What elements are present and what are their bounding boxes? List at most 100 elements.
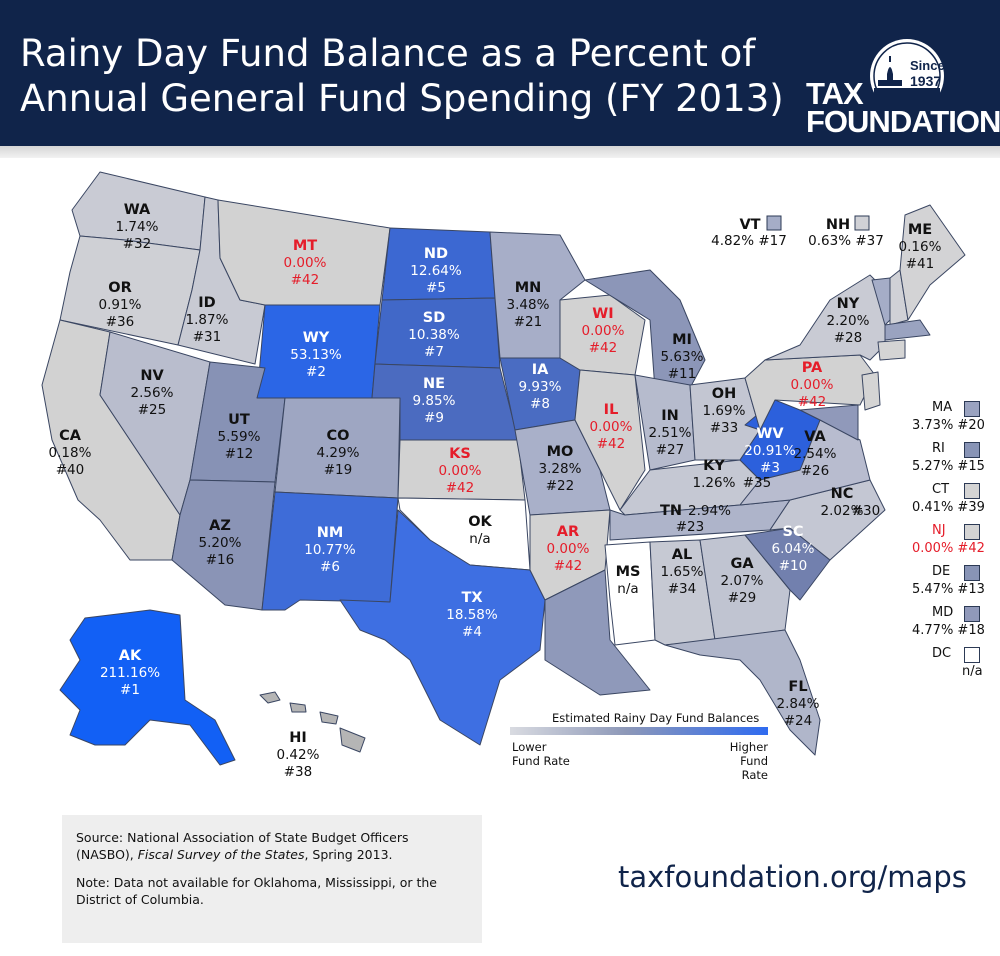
label-WA: WA 1.74% #32 (116, 202, 159, 252)
label-AR: AR 0.00% #42 (547, 524, 590, 574)
legend-high-label: Higher Fund Rate (712, 740, 768, 782)
state-shape-MA[interactable] (884, 319, 931, 341)
state-shape-CT[interactable] (877, 339, 906, 361)
label-ND: ND 12.64% #5 (410, 246, 462, 296)
label-ID: ID 1.87% #31 (186, 295, 229, 345)
label-WY: WY 53.13% #2 (290, 330, 342, 380)
sidebar-value-NJ: 0.00% #42 (912, 541, 985, 556)
source-text: Source: National Association of State Bu… (76, 830, 409, 862)
state-shape-LA[interactable] (544, 569, 651, 696)
label-NH-value: 0.63% #37 (808, 233, 884, 249)
state-shape-GA[interactable] (699, 534, 791, 641)
label-FL: FL 2.84% #24 (777, 679, 820, 729)
state-shape-MD[interactable] (799, 404, 859, 441)
capitol-seal-icon: Since 1937 (870, 39, 945, 114)
label-KS: KS 0.00% #42 (439, 446, 482, 496)
sidebar-abbr-NJ: NJ (932, 523, 946, 538)
logo-text-tax: TAX (806, 76, 864, 111)
label-HI: HI 0.42% #38 (277, 730, 320, 780)
sidebar-abbr-RI: RI (932, 441, 945, 456)
state-shape-AK[interactable] (59, 609, 236, 766)
label-OR: OR 0.91% #36 (99, 280, 142, 330)
sidebar-swatch-RI (964, 442, 980, 458)
sidebar-abbr-CT: CT (932, 482, 950, 497)
sidebar-swatch-CT (964, 483, 980, 499)
label-SC: SC 6.04% #10 (772, 524, 815, 574)
label-CO: CO 4.29% #19 (317, 428, 360, 478)
label-ME: ME 0.16% #41 (899, 222, 942, 272)
label-KY: KY 1.26% (693, 458, 736, 491)
logo-text-foundation: FOUNDATION (806, 104, 1000, 139)
sidebar-swatch-MD (964, 606, 980, 622)
label-IN: IN 2.51% #27 (649, 408, 692, 458)
sidebar-abbr-MD: MD (932, 605, 954, 620)
label-VT-value: 4.82% #17 (711, 233, 787, 249)
state-shape-ME[interactable] (899, 204, 966, 321)
logo-year: 1937 (910, 73, 941, 89)
header-banner: Rainy Day Fund Balance as a Percent of A… (0, 0, 1000, 146)
legend-gradient-bar (510, 727, 768, 735)
label-NH: NH (826, 217, 850, 233)
label-MS: MS n/a (616, 564, 641, 597)
legend-low-line-2: Fund Rate (512, 754, 570, 768)
us-map: WA 1.74% #32 OR 0.91% #36 CA 0.18% #40 ID 1.87%… (41, 171, 966, 780)
sidebar-swatch-DC (964, 647, 980, 663)
label-KY-rank: #35 (743, 475, 772, 491)
label-CA: CA 0.18% #40 (49, 428, 92, 478)
logo-since: Since (910, 58, 945, 73)
website-url[interactable]: taxfoundation.org/maps (618, 860, 967, 894)
sidebar-value-DE: 5.47% #13 (912, 582, 985, 597)
state-shape-MI[interactable] (584, 269, 706, 391)
label-NC-rank: #30 (852, 503, 881, 519)
legend-high-line-2: Fund Rate (740, 754, 768, 782)
sidebar-value-CT: 0.41% #39 (912, 500, 985, 515)
label-SD: SD 10.38% #7 (408, 310, 460, 360)
label-NY: NY 2.20% #28 (827, 296, 870, 346)
legend-low-line-1: Lower (512, 740, 547, 754)
state-shape-TX[interactable] (339, 509, 546, 746)
sidebar-abbr-DC: DC (932, 646, 952, 661)
sidebar-abbr-DE: DE (932, 564, 951, 579)
label-WI: WI 0.00% #42 (582, 306, 625, 356)
label-GA: GA 2.07% #29 (721, 556, 764, 606)
label-IL: IL 0.00% #42 (590, 402, 633, 452)
label-VT: VT (739, 217, 760, 233)
label-MN: MN 3.48% #21 (507, 280, 550, 330)
state-shape-MS[interactable] (604, 541, 656, 646)
label-VA: VA 2.54% #26 (794, 429, 837, 479)
label-TN-rank: #23 (676, 519, 705, 535)
sidebar-value-DC: n/a (962, 664, 983, 679)
label-TN: TN 2.94% (660, 503, 731, 519)
source-note-box: Source: National Association of State Bu… (62, 815, 482, 943)
sidebar-abbr-MA: MA (932, 400, 953, 415)
label-TX: TX 18.58% #4 (446, 590, 498, 640)
state-shape-MO[interactable] (514, 419, 611, 516)
label-NV: NV 2.56% #25 (131, 368, 174, 418)
swatch-VT (766, 215, 782, 231)
map-title-line-2: Annual General Fund Spending (FY 2013) (20, 77, 784, 120)
sidebar-swatch-MA (964, 401, 980, 417)
label-PA: PA 0.00% #42 (791, 360, 834, 410)
label-AZ: AZ 5.20% #16 (199, 518, 242, 568)
note-text: Note: Data not available for Oklahoma, M… (76, 875, 437, 907)
label-OH: OH 1.69% #33 (703, 386, 746, 436)
swatch-NH (854, 215, 870, 231)
legend-title: Estimated Rainy Day Fund Balances (552, 711, 760, 725)
sidebar-value-MD: 4.77% #18 (912, 623, 985, 638)
label-AL: AL 1.65% #34 (661, 547, 704, 597)
state-shape-HI[interactable] (259, 691, 366, 753)
state-shape-FL[interactable] (664, 629, 821, 756)
state-shape-NJ[interactable] (861, 371, 881, 411)
label-MT: MT 0.00% #42 (284, 238, 327, 288)
label-UT: UT 5.59% #12 (218, 412, 261, 462)
state-shape-AZ[interactable] (171, 479, 276, 611)
label-NC: NC 2.02% (821, 486, 864, 519)
sidebar-swatch-DE (964, 565, 980, 581)
label-NM: NM 10.77% #6 (304, 525, 356, 575)
sidebar-swatch-NJ (964, 524, 980, 540)
sidebar-value-MA: 3.73% #20 (912, 418, 985, 433)
label-OK: OK n/a (468, 514, 492, 547)
label-MI: MI 5.63% #11 (661, 332, 704, 382)
label-WV: WV 20.91% #3 (744, 426, 796, 476)
sidebar-value-RI: 5.27% #15 (912, 459, 985, 474)
